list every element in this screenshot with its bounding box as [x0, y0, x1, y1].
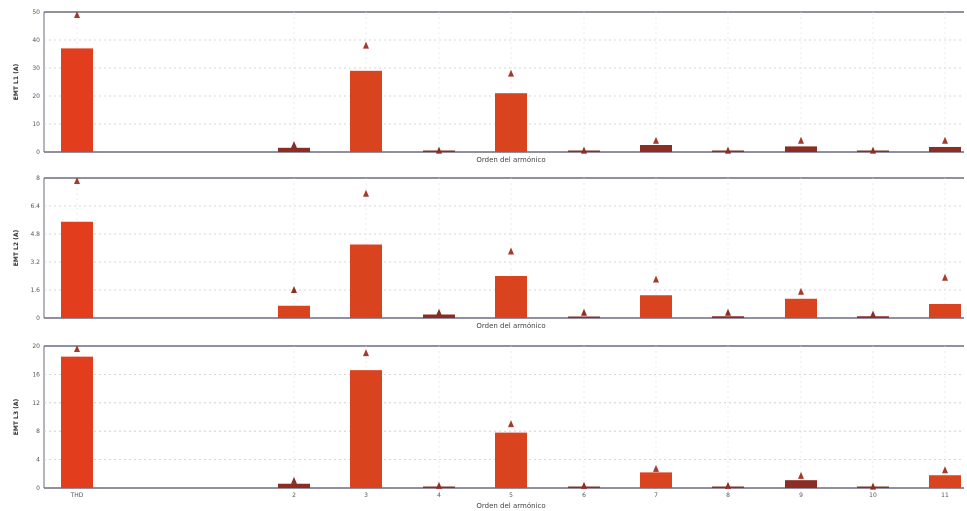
x-tick-label: 9: [799, 492, 803, 499]
limit-marker-8: [725, 308, 731, 316]
bar-9: [785, 146, 817, 152]
bar-3: [350, 370, 382, 488]
bar-2: [278, 147, 310, 152]
bar-9: [785, 480, 817, 488]
y-tick-label: 10: [32, 121, 40, 128]
bar-6: [568, 316, 600, 318]
x-tick-label: 8: [726, 492, 730, 499]
limit-marker-2: [291, 286, 297, 293]
bar-2: [278, 305, 310, 318]
y-tick-label: 20: [32, 93, 40, 100]
x-tick-label: 3: [364, 492, 368, 499]
chart-panel-1: 0 10 20 30 40 50 EMT L1 (A) Orden del armónico: [13, 9, 964, 164]
bar-THD: [61, 356, 93, 488]
limit-marker-6: [581, 146, 587, 154]
limit-marker-5: [508, 247, 514, 255]
bar-3: [350, 70, 382, 152]
bar-5: [495, 276, 527, 318]
bar-8: [712, 316, 744, 318]
x-tick-label: 10: [869, 492, 877, 499]
y-tick-label: 1.6: [30, 287, 40, 294]
y-axis-label: EMT L2 (A): [13, 230, 20, 267]
x-tick-label: 2: [292, 492, 296, 499]
y-tick-label: 20: [32, 343, 40, 350]
limit-marker-4: [436, 146, 442, 154]
y-tick-label: 50: [32, 9, 40, 16]
limit-marker-7: [653, 136, 659, 144]
bar-5: [495, 432, 527, 488]
limit-marker-7: [653, 464, 659, 472]
bar-THD: [61, 221, 93, 318]
x-tick-label: 11: [941, 492, 949, 499]
limit-marker-THD: [74, 177, 80, 184]
bar-7: [640, 472, 672, 488]
y-tick-label: 12: [32, 400, 40, 407]
limit-marker-7: [653, 275, 659, 283]
x-tick-label: 6: [582, 492, 586, 499]
limit-marker-2: [291, 141, 297, 148]
y-axis-label: EMT L3 (A): [13, 399, 20, 436]
limit-marker-5: [508, 420, 514, 428]
x-tick-label: 5: [509, 492, 513, 499]
limit-marker-2: [291, 476, 297, 484]
bar-7: [640, 145, 672, 152]
limit-marker-11: [942, 273, 948, 281]
y-tick-label: 40: [32, 37, 40, 44]
y-tick-label: 8: [36, 428, 40, 435]
y-tick-label: 0: [36, 485, 40, 492]
x-axis-label: Orden del armónico: [476, 322, 545, 330]
x-tick-label: 7: [654, 492, 658, 499]
y-tick-label: 4.8: [30, 231, 40, 238]
limit-marker-3: [363, 189, 369, 197]
y-tick-label: 6.4: [30, 203, 40, 210]
bar-9: [785, 298, 817, 318]
y-axis-label: EMT L1 (A): [13, 64, 20, 101]
limit-marker-4: [436, 481, 442, 489]
y-tick-label: 16: [32, 371, 40, 378]
bar-2: [278, 483, 310, 488]
limit-marker-10: [870, 310, 876, 318]
limit-marker-11: [942, 136, 948, 144]
y-tick-label: 3.2: [30, 259, 40, 266]
x-tick-label: THD: [70, 492, 84, 499]
bar-4: [423, 314, 455, 318]
bar-11: [929, 304, 961, 318]
limit-marker-5: [508, 69, 514, 77]
limit-marker-6: [581, 308, 587, 316]
limit-marker-9: [798, 287, 804, 295]
limit-marker-4: [436, 308, 442, 316]
y-tick-label: 8: [36, 175, 40, 182]
y-tick-label: 4: [36, 457, 40, 464]
bar-3: [350, 244, 382, 318]
x-axis-label: Orden del armónico: [476, 502, 545, 510]
bar-11: [929, 146, 961, 152]
bar-5: [495, 93, 527, 152]
x-tick-label: 4: [437, 492, 441, 499]
y-tick-label: 30: [32, 65, 40, 72]
y-tick-label: 0: [36, 315, 40, 322]
limit-marker-6: [581, 481, 587, 489]
limit-marker-8: [725, 146, 731, 154]
limit-marker-3: [363, 41, 369, 49]
limit-marker-11: [942, 466, 948, 474]
chart-panel-2: 0 1.6 3.2 4.8 6.4 8 EMT L2 (A) Orden del armóni…: [13, 175, 964, 330]
x-axis-label: Orden del armónico: [476, 156, 545, 164]
bar-7: [640, 295, 672, 318]
bar-THD: [61, 48, 93, 152]
limit-marker-9: [798, 471, 804, 479]
chart-panel-3: 0 4 8 12 16 20 EMT L3 (A) Orden del armónico THD…: [13, 343, 964, 510]
limit-marker-10: [870, 482, 876, 490]
limit-marker-9: [798, 136, 804, 144]
limit-marker-8: [725, 481, 731, 489]
bar-11: [929, 475, 961, 488]
y-tick-label: 0: [36, 149, 40, 156]
limit-marker-10: [870, 146, 876, 154]
limit-marker-3: [363, 349, 369, 357]
limit-marker-THD: [74, 345, 80, 352]
limit-marker-THD: [74, 11, 80, 18]
